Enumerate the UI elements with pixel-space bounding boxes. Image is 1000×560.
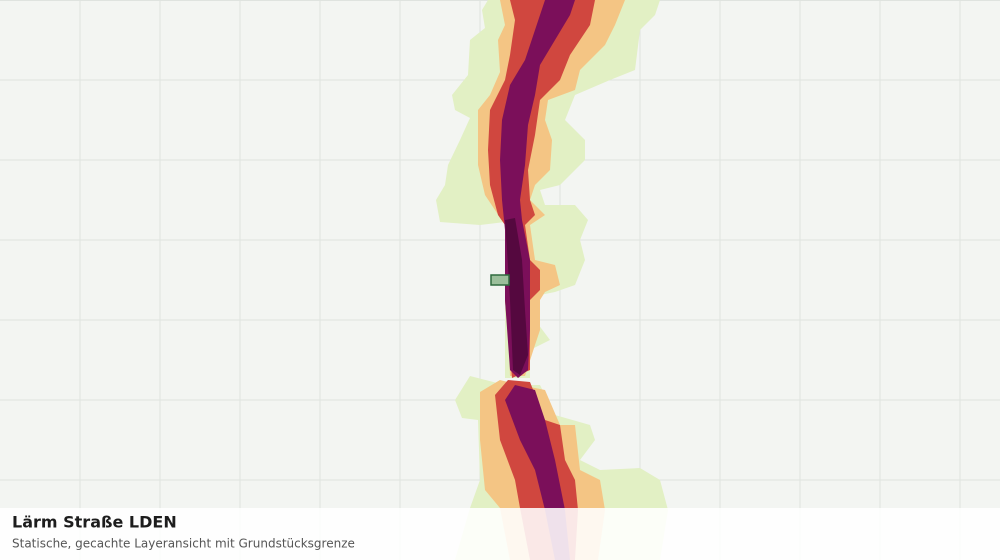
parcel-boundary bbox=[490, 274, 510, 286]
noise-band-extreme bbox=[505, 218, 528, 375]
map-title: Lärm Straße LDEN bbox=[12, 513, 177, 532]
map-subtitle: Statische, gecachte Layeransicht mit Gru… bbox=[12, 537, 355, 551]
caption-panel bbox=[0, 508, 1000, 560]
